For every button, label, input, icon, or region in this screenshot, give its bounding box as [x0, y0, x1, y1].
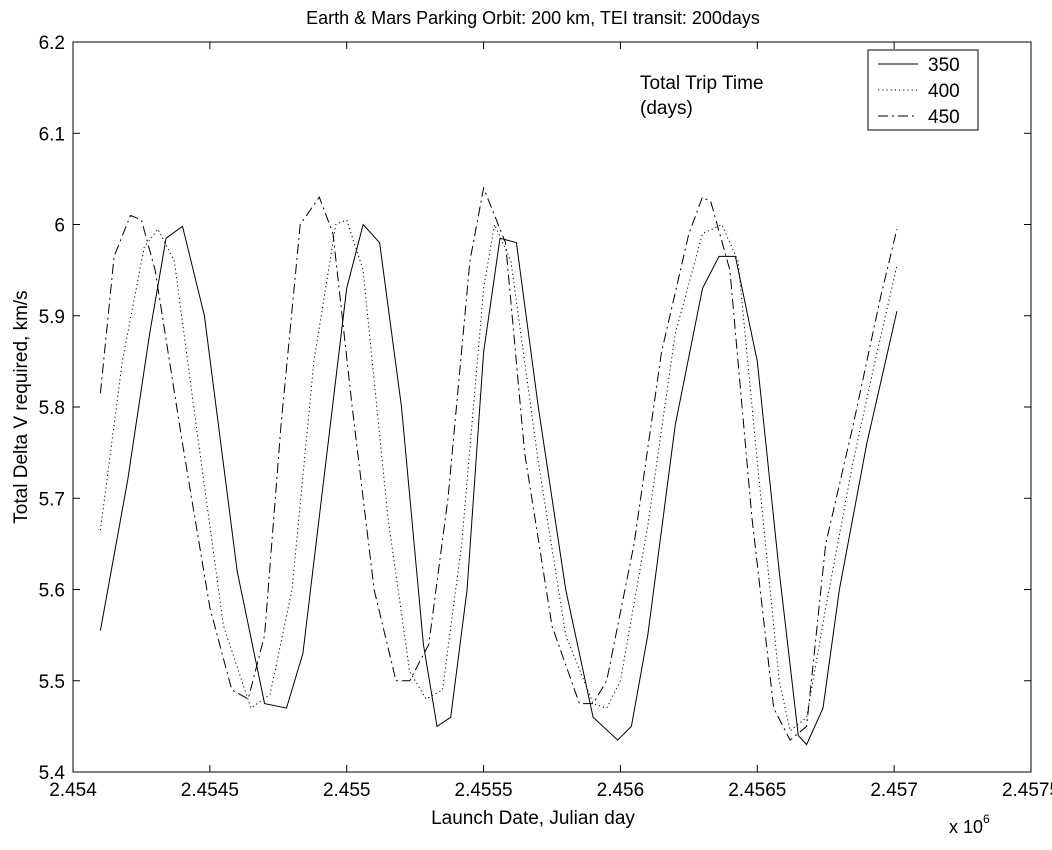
chart-title: Earth & Mars Parking Orbit: 200 km, TEI …	[306, 8, 760, 28]
y-tick-label: 5.4	[39, 763, 66, 784]
legend-label-350: 350	[928, 55, 960, 76]
y-tick-label: 5.6	[39, 581, 65, 602]
x-multiplier: x 106	[949, 812, 990, 837]
x-tick-label: 2.454	[49, 780, 97, 801]
x-multiplier-exponent: 6	[983, 812, 990, 826]
x-tick-label: 2.457	[870, 780, 918, 801]
plot-frame	[72, 41, 1032, 773]
y-tick-label: 6	[54, 216, 65, 237]
y-tick-label: 6.2	[39, 33, 65, 54]
legend: 350 400 450	[867, 49, 979, 131]
legend-title: Total Trip Time (days)	[640, 73, 769, 119]
series-line-350	[99, 223, 898, 746]
legend-title-line-2: (days)	[640, 98, 693, 119]
x-tick-label: 2.4565	[728, 780, 786, 801]
legend-box	[867, 49, 979, 131]
legend-label-450: 450	[928, 107, 960, 128]
y-axis-label: Total Delta V required, km/s	[11, 290, 32, 523]
legend-items: 350 400 450	[878, 55, 960, 128]
x-tick-label: 2.455	[323, 780, 371, 801]
x-multiplier-base: x 10	[949, 817, 983, 837]
series-line-400	[99, 219, 898, 732]
legend-label-400: 400	[928, 81, 960, 102]
y-tick-label: 5.7	[39, 489, 65, 510]
x-tick-label: 2.4555	[455, 780, 513, 801]
series-lines	[99, 186, 898, 746]
y-tick-label: 5.9	[39, 307, 65, 328]
y-tick-label: 5.5	[39, 672, 65, 693]
legend-title-line-1: Total Trip Time	[640, 73, 764, 94]
y-tick-label: 6.1	[39, 124, 65, 145]
series-line-450	[99, 186, 898, 741]
x-tick-label: 2.456	[597, 780, 645, 801]
axis-ticks: 2.454 2.4545 2.455 2.4555 2.456 2.4565 2.457 2.…	[39, 33, 1052, 801]
x-tick-label: 2.4545	[181, 780, 239, 801]
x-axis-label: Launch Date, Julian day	[431, 808, 635, 829]
y-tick-label: 5.8	[39, 398, 65, 419]
